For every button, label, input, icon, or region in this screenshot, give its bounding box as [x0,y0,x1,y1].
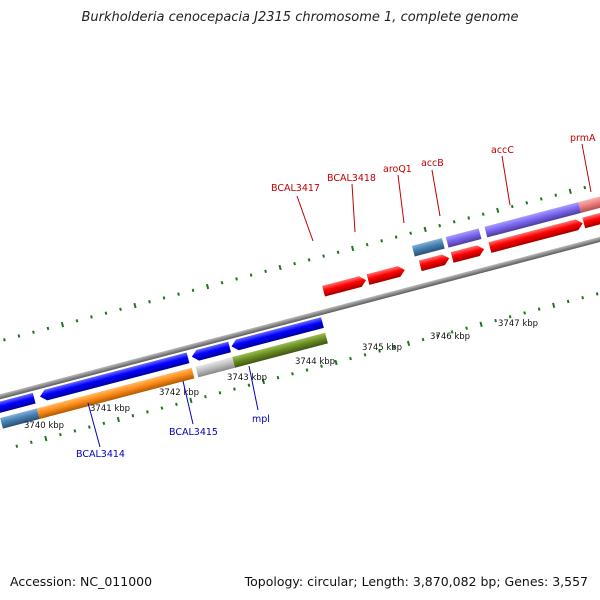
cds-forward-4[interactable] [450,244,486,263]
gene-label-aroQ1[interactable]: aroQ1 [383,164,412,175]
cds-reverse-2[interactable] [39,352,190,401]
cds-reverse-1[interactable] [0,392,36,414]
cds-reverse-4[interactable] [230,317,324,351]
cds-forward-2[interactable] [366,265,407,285]
genome-summary-text: Topology: circular; Length: 3,870,082 bp… [244,574,588,589]
cds-reverse-3[interactable] [190,341,231,363]
gene-label-BCAL3415[interactable]: BCAL3415 [169,427,218,438]
leader-line [581,143,592,193]
feature-steelblue-2[interactable] [0,408,40,429]
gene-label-BCAL3418[interactable]: BCAL3418 [327,173,376,184]
scale-label: 3747 kbp [498,319,538,329]
leader-line [296,195,314,242]
gene-label-BCAL3417[interactable]: BCAL3417 [271,183,320,194]
scale-label: 3744 kbp [295,357,335,367]
accession-text: Accession: NC_011000 [10,574,153,589]
feature-steelblue[interactable] [411,237,445,257]
genome-backbone [0,223,600,411]
leader-line [182,380,194,425]
scale-label: 3746 kbp [430,332,470,342]
leader-line [87,402,101,448]
feature-orange[interactable] [36,367,195,419]
gene-label-BCAL3414[interactable]: BCAL3414 [76,449,125,460]
feature-purple-2[interactable] [484,202,582,238]
inner-tick-ring [15,292,599,448]
cds-forward-3[interactable] [418,253,451,272]
scale-label: 3743 kbp [227,373,267,383]
scale-label: 3741 kbp [90,404,130,414]
cds-forward-5[interactable] [488,218,585,253]
feature-pink[interactable] [578,192,600,213]
gene-label-prmA[interactable]: prmA [570,133,596,144]
scale-label: 3742 kbp [159,388,199,398]
feature-olive[interactable] [232,332,328,368]
outer-tick-ring [3,185,587,342]
scale-label: 3745 kbp [362,343,402,353]
leader-line [501,155,511,206]
cds-forward-1[interactable] [322,275,367,297]
leader-line [351,183,356,233]
gene-label-mpl[interactable]: mpl [252,414,270,425]
leader-line [431,169,441,217]
cds-forward-6[interactable] [582,207,600,229]
feature-gray[interactable] [195,357,236,378]
leader-line [397,174,405,224]
gene-label-accC[interactable]: accC [491,145,514,156]
feature-purple-1[interactable] [445,228,482,248]
gene-label-accB[interactable]: accB [421,158,444,169]
leader-line [248,365,259,411]
scale-label: 3740 kbp [24,421,64,431]
map-title: Burkholderia cenocepacia J2315 chromosom… [81,10,519,25]
